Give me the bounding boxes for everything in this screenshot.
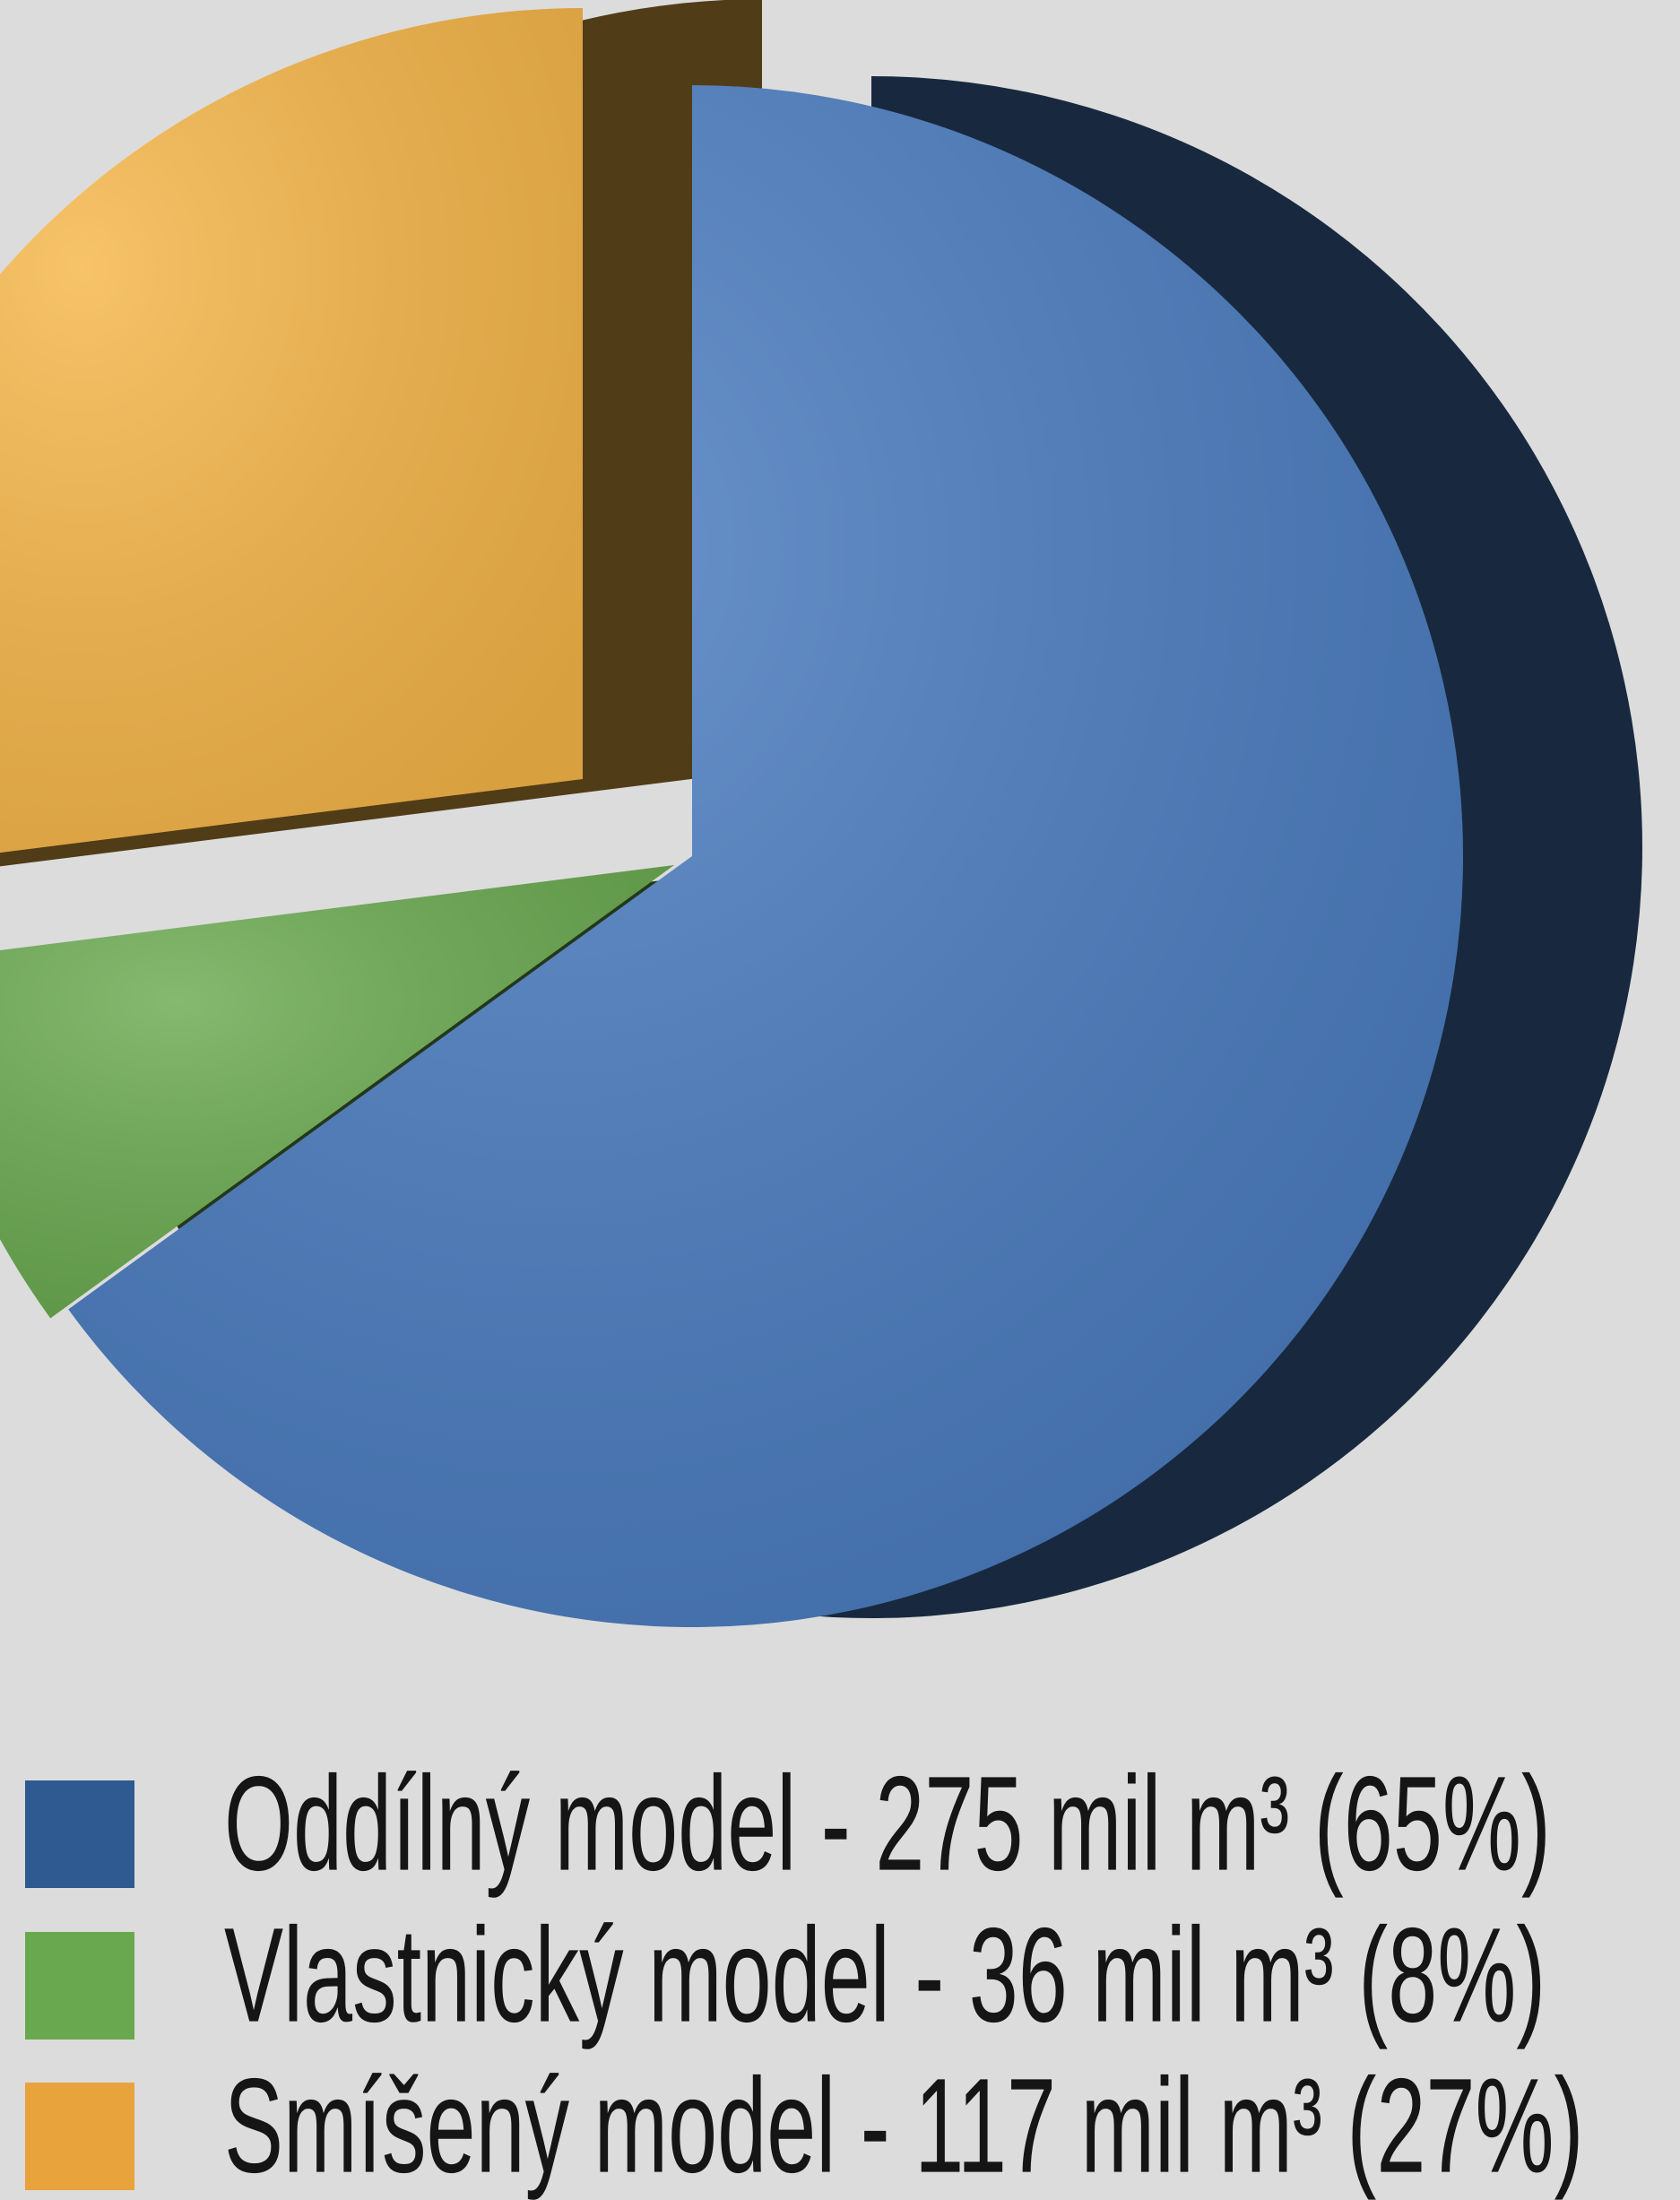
legend-label: Smíšený model - 117 mil m³ (27%) xyxy=(224,2050,1583,2200)
legend-swatch xyxy=(25,2083,134,2190)
legend-label: Oddílný model - 275 mil m³ (65%) xyxy=(224,1748,1551,1899)
legend: Oddílný model - 275 mil m³ (65%)Vlastnic… xyxy=(25,1748,1583,2200)
legend-swatch xyxy=(25,1780,134,1888)
legend-swatch xyxy=(25,1932,134,2040)
pie-slice-shine xyxy=(0,8,583,853)
legend-label: Vlastnický model - 36 mil m³ (8%) xyxy=(224,1900,1546,2050)
pie-slice-shine xyxy=(0,865,674,1319)
pie-faces xyxy=(0,8,1464,1628)
pie-slice-shine xyxy=(68,85,1464,1628)
